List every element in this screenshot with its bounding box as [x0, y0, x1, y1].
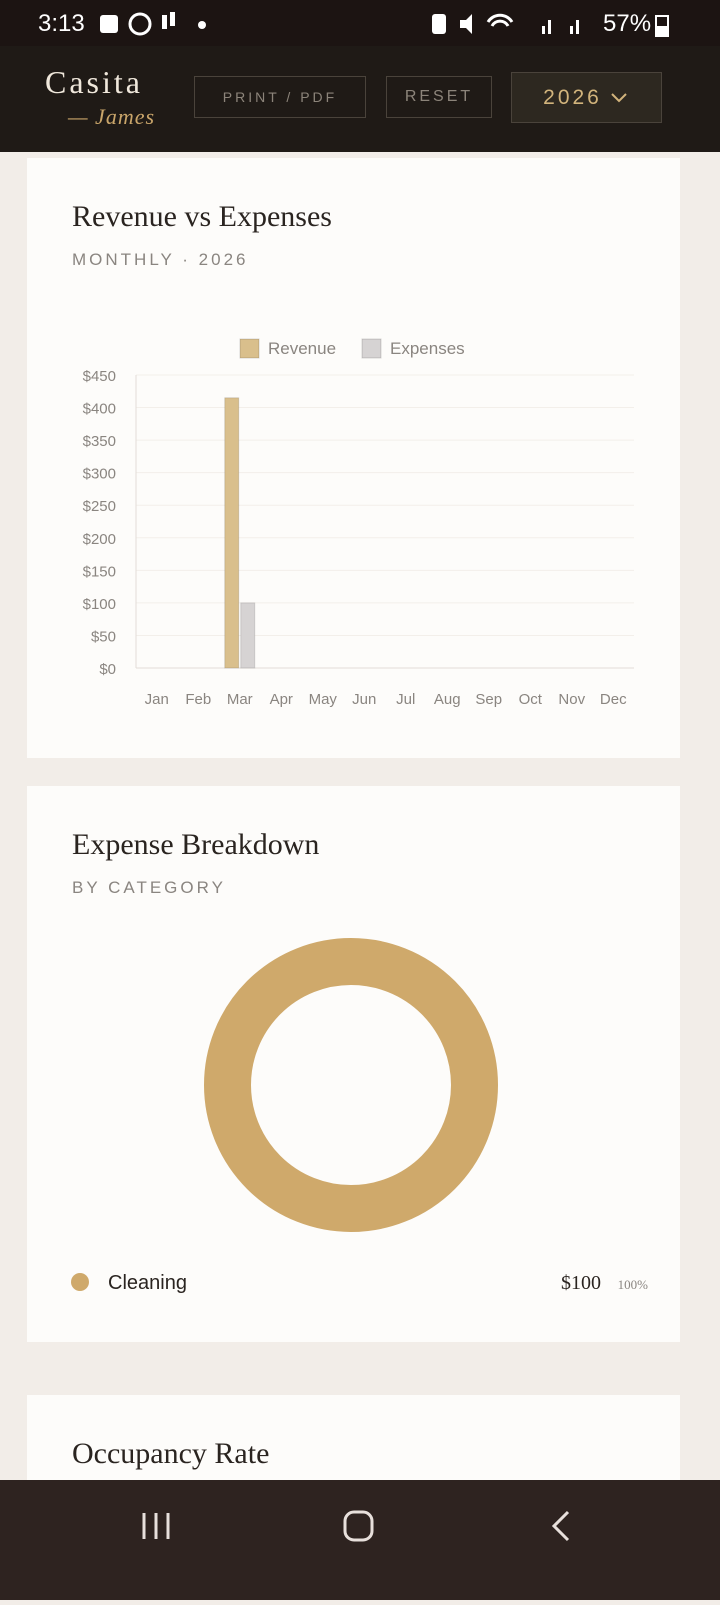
legend-swatch [361, 338, 382, 359]
status-icons-right [432, 13, 579, 34]
y-tick-label: $50 [91, 628, 116, 645]
x-tick-label: Sep [475, 691, 502, 708]
card-title: Occupancy Rate [72, 1437, 270, 1470]
card-title: Expense Breakdown [72, 828, 320, 861]
recent-apps[interactable] [142, 1513, 170, 1539]
chevron [611, 92, 627, 102]
battery-level: 57% [603, 10, 652, 37]
year-value: 2026 [543, 85, 602, 109]
nav-icons [142, 1510, 570, 1542]
y-tick-label: $300 [83, 466, 116, 483]
y-tick-label: $450 [83, 368, 116, 385]
year-select[interactable]: 2026 [511, 72, 662, 123]
y-tick-label: $400 [83, 401, 116, 418]
legend-dot [71, 1273, 89, 1291]
x-tick-label: Feb [185, 691, 211, 708]
card-subtitle: MONTHLY · 2026 [72, 250, 249, 269]
y-tick-label: $350 [83, 433, 116, 450]
legend-share: 100% [618, 1277, 649, 1292]
y-tick-label: $200 [83, 531, 116, 548]
legend-label: Cleaning [108, 1272, 187, 1294]
status-bar: 3:13 57% [0, 0, 720, 46]
status-icons [100, 12, 206, 36]
x-tick-label: Mar [227, 691, 253, 708]
x-tick-label: Nov [558, 691, 585, 708]
x-tick-label: Jul [396, 691, 415, 708]
donut-slice [204, 938, 498, 1232]
legend-label: Expenses [390, 339, 465, 358]
y-tick-label: $0 [99, 661, 116, 678]
brand: Casita [45, 64, 143, 100]
x-tick-label: Apr [270, 691, 293, 708]
legend-swatch [239, 338, 260, 359]
x-tick-label: Dec [600, 691, 627, 708]
card: Occupancy Rate [27, 1395, 680, 1480]
back[interactable] [551, 1510, 570, 1542]
print-button[interactable]: PRINT / PDF [194, 76, 366, 118]
card-subtitle: BY CATEGORY [72, 878, 226, 897]
x-tick-label: Jan [145, 691, 169, 708]
battery-icon [655, 15, 669, 37]
clock: 3:13 [38, 10, 85, 37]
reset-button[interactable]: RESET [386, 76, 492, 118]
legend-value: $100 [561, 1272, 601, 1294]
app-header: Casita — James PRINT / PDF RESET 2026 [0, 46, 720, 152]
charts: $0 $50 $100 $150 $200 $250 $300 $350 $400 $450 Jan… [71, 338, 649, 1294]
bar [224, 397, 240, 669]
x-tick-label: Oct [519, 691, 543, 708]
x-tick-label: Jun [352, 691, 376, 708]
x-tick-label: May [309, 691, 338, 708]
nav-bar [0, 1480, 720, 1600]
owner: — James [68, 104, 156, 129]
card: Expense Breakdown BY CATEGORY [27, 786, 680, 1342]
x-tick-label: Aug [434, 691, 461, 708]
card-title: Revenue vs Expenses [72, 200, 332, 233]
home[interactable] [343, 1510, 374, 1542]
y-tick-label: $100 [83, 596, 116, 613]
bar [240, 602, 256, 669]
y-tick-label: $150 [83, 563, 116, 580]
legend-label: Revenue [268, 339, 336, 358]
y-tick-label: $250 [83, 498, 116, 515]
